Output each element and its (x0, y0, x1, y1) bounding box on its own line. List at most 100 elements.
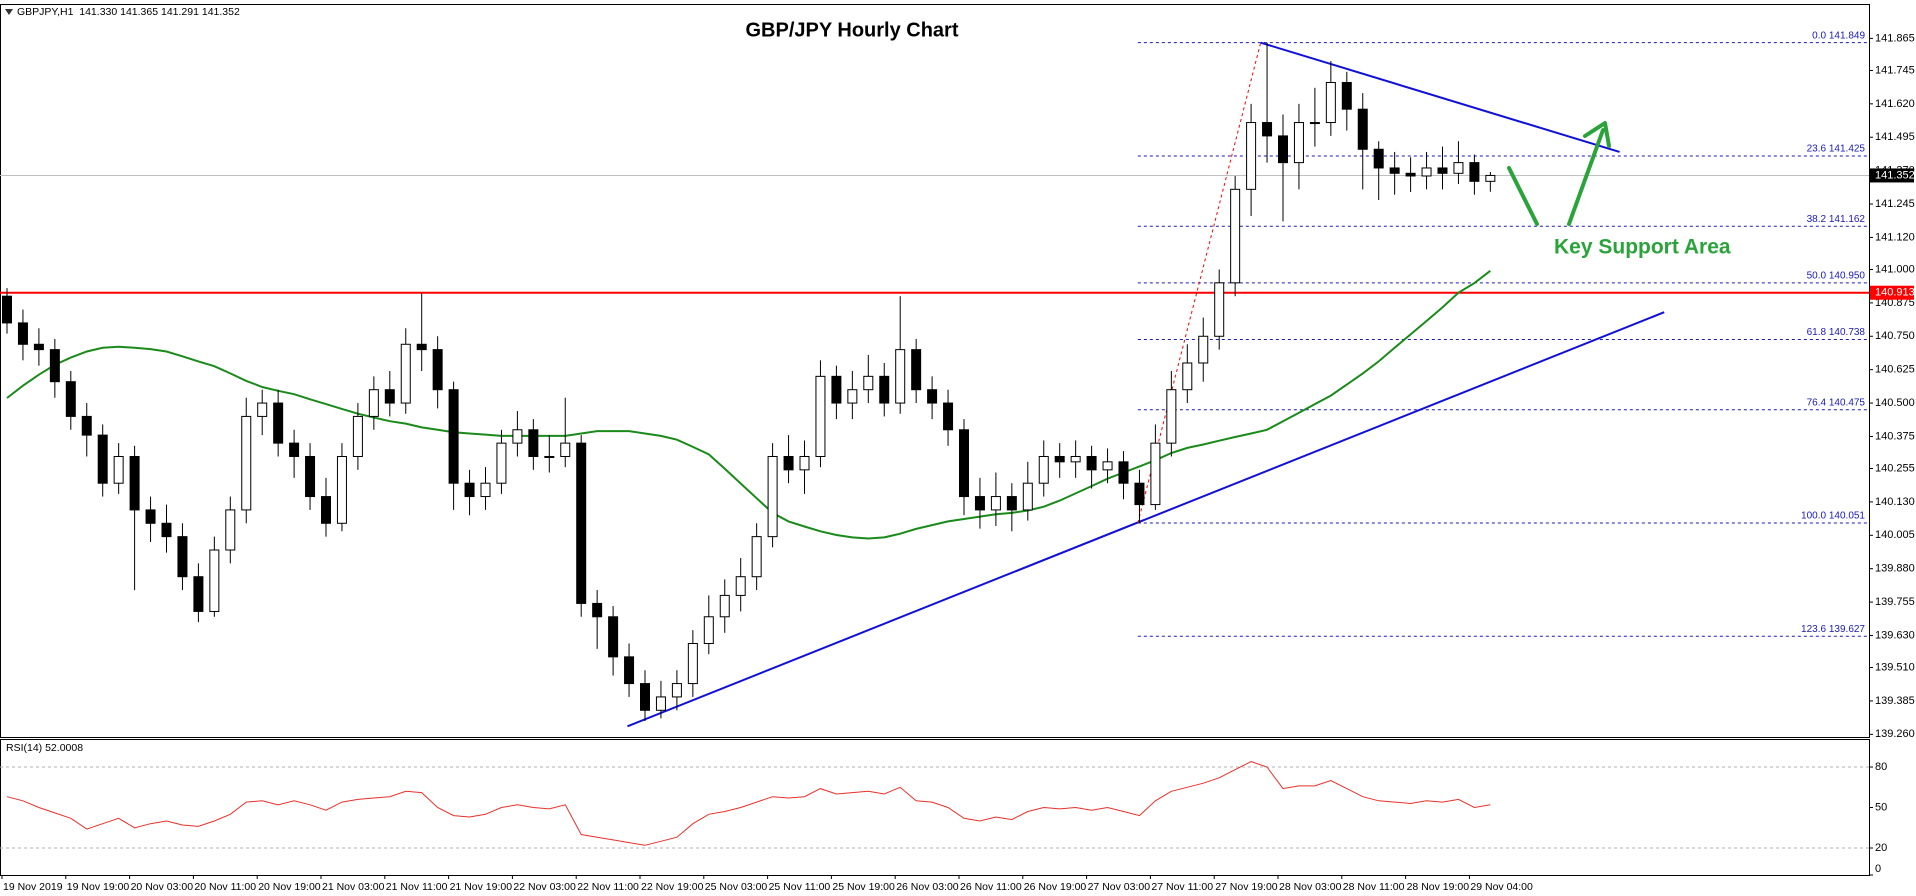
trend-line (627, 311, 1665, 728)
y-tick-label: 141.495 (1875, 131, 1915, 143)
candle-body (1262, 122, 1273, 137)
y-tick-label: 141.245 (1875, 198, 1915, 210)
rsi-line (6, 761, 1491, 846)
fib-label: 50.0 140.950 (1807, 270, 1866, 281)
fib-label: 61.8 140.738 (1807, 327, 1866, 338)
x-tick-label: 27 Nov 03:00 (1088, 881, 1151, 893)
candle-body (1278, 135, 1288, 164)
x-tick-label: 21 Nov 11:00 (386, 881, 448, 893)
candle-body (448, 389, 459, 484)
candle-body (608, 616, 619, 658)
x-tick-label: 25 Nov 19:00 (832, 881, 895, 893)
candle-body (432, 349, 443, 391)
candle-body (209, 549, 220, 612)
candle-body (81, 415, 92, 436)
fib-label: 23.6 141.425 (1807, 144, 1866, 155)
x-tick-label: 25 Nov 11:00 (769, 881, 831, 893)
candle-body (1134, 482, 1145, 506)
x-tick-label: 20 Nov 19:00 (258, 881, 321, 893)
fib-label: 123.6 139.627 (1801, 624, 1865, 635)
candle-body (2, 295, 12, 324)
rsi-tick-label: 20 (1875, 842, 1887, 854)
candle-body (384, 389, 395, 404)
candle-body (815, 375, 826, 457)
rsi-label: RSI(14) 52.0008 (6, 742, 83, 754)
hline-label-box (1870, 285, 1914, 300)
y-tick-label: 140.375 (1875, 430, 1915, 442)
candle-body (352, 415, 363, 457)
candle-body (1022, 482, 1033, 511)
candle-body (1006, 496, 1017, 511)
candle-body (1246, 122, 1257, 190)
y-tick-label: 139.630 (1875, 629, 1915, 641)
y-tick-label: 141.620 (1875, 98, 1915, 110)
x-tick-label: 25 Nov 03:00 (705, 881, 768, 893)
trend-line (1260, 41, 1620, 153)
candle-body (927, 389, 938, 404)
candle-body (321, 496, 331, 524)
candle-body (65, 381, 76, 417)
y-tick-label: 139.755 (1875, 596, 1915, 608)
candle-body (1150, 442, 1161, 506)
candle-body (767, 455, 778, 538)
candle-body (368, 389, 379, 417)
rsi-tick-label: 50 (1875, 801, 1887, 813)
candle-body (129, 455, 140, 511)
candle-body (33, 343, 44, 351)
candle-body (225, 509, 236, 551)
x-tick-label: 28 Nov 03:00 (1279, 881, 1342, 893)
overlay-lines (0, 37, 1873, 876)
candle-body (974, 496, 985, 511)
candle-body (671, 683, 682, 698)
candle-body (336, 455, 347, 524)
candle-body (1182, 362, 1193, 391)
candle-body (1086, 455, 1097, 471)
candle-body (959, 429, 969, 498)
candle-body (1453, 162, 1464, 174)
candle-body (464, 482, 475, 498)
symbol-header: GBPJPY,H1 141.330 141.365 141.291 141.35… (17, 6, 240, 18)
x-tick-label: 21 Nov 03:00 (322, 881, 385, 893)
candle-body (1038, 455, 1049, 484)
chart-title: GBP/JPY Hourly Chart (745, 19, 958, 41)
green-arrow-head (1583, 121, 1611, 148)
y-tick-label: 141.120 (1875, 231, 1915, 243)
candle-body (544, 455, 555, 458)
green-arrow-up (1567, 128, 1605, 226)
hline-label: 140.913 (1875, 287, 1915, 299)
candle-body (193, 576, 204, 612)
y-tick-label: 139.510 (1875, 661, 1915, 673)
candle-body (17, 322, 28, 345)
candle-body (1293, 122, 1304, 164)
price-panel-frame (0, 4, 1870, 738)
y-tick-label: 139.260 (1875, 728, 1915, 740)
x-tick-label: 28 Nov 19:00 (1407, 881, 1470, 893)
fib-label: 38.2 141.162 (1807, 214, 1866, 225)
candle-body (655, 696, 666, 711)
candle-body (735, 576, 746, 596)
symbol-icon (5, 9, 13, 15)
x-tick-label: 26 Nov 03:00 (896, 881, 959, 893)
candle-body (273, 402, 284, 444)
candle-body (416, 343, 427, 351)
current-price-label: 141.352 (1875, 169, 1915, 181)
x-tick-label: 20 Nov 11:00 (194, 881, 256, 893)
y-tick-label: 140.130 (1875, 496, 1915, 508)
candle-body (512, 429, 523, 444)
candle-body (97, 434, 108, 484)
candle-body (1054, 455, 1065, 463)
support-label: Key Support Area (1554, 236, 1731, 259)
x-tick-label: 19 Nov 2019 (3, 881, 63, 893)
candle-body (1118, 461, 1129, 484)
candle-body (1166, 389, 1177, 444)
candle-body (1437, 167, 1448, 174)
candle-body (847, 389, 858, 404)
y-tick-label: 141.745 (1875, 64, 1915, 76)
candle-body (783, 455, 794, 471)
candle-body (289, 442, 300, 457)
candle-body (640, 683, 650, 711)
candle-body (592, 602, 603, 618)
candle-body (1373, 148, 1384, 169)
